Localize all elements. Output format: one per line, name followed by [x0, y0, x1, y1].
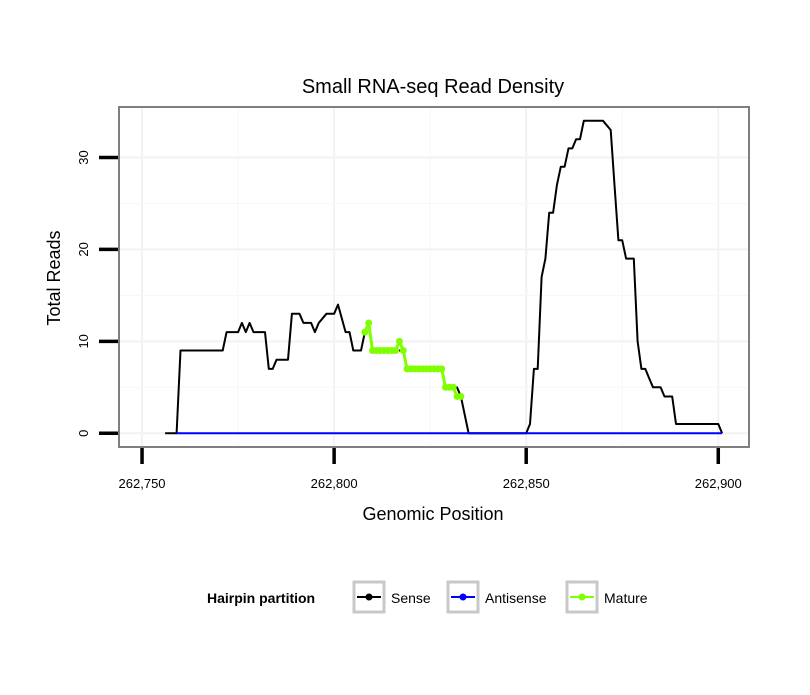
series-line-sense — [165, 119, 724, 435]
x-tick-label: 262,850 — [503, 476, 550, 491]
series-point-mature — [457, 392, 465, 400]
plot-area — [118, 106, 750, 448]
y-tick-label: 0 — [76, 430, 91, 437]
axes: 262,750 262,800 262,850 262,900 0 10 20 30 — [76, 150, 742, 491]
series-point-mature — [361, 328, 369, 336]
series-point-mature — [365, 319, 373, 327]
chart-title: Small RNA-seq Read Density — [302, 76, 564, 98]
y-tick-label: 20 — [76, 242, 91, 256]
series-point-mature — [449, 383, 457, 391]
legend-key-point-mature — [578, 593, 586, 601]
legend-label-mature: Mature — [604, 590, 648, 606]
series-point-mature — [438, 365, 446, 373]
legend-key-point-antisense — [459, 593, 467, 601]
y-tick-label: 30 — [76, 150, 91, 164]
plot-background — [119, 107, 749, 447]
series-point-mature — [399, 347, 407, 355]
legend: Hairpin partition Sense Antisense Mature — [207, 580, 648, 614]
legend-label-sense: Sense — [391, 590, 431, 606]
x-tick-label: 262,800 — [311, 476, 358, 491]
y-axis-label: Total Reads — [44, 230, 64, 325]
x-tick-label: 262,900 — [695, 476, 742, 491]
series-point-mature — [395, 337, 403, 345]
plot-border — [118, 106, 750, 448]
legend-title: Hairpin partition — [207, 590, 315, 606]
y-tick-label: 10 — [76, 334, 91, 348]
series-layer — [165, 119, 724, 435]
x-tick-label: 262,750 — [119, 476, 166, 491]
legend-key-point-sense — [365, 593, 373, 601]
series-point-mature — [392, 347, 400, 355]
x-axis-label: Genomic Position — [362, 504, 503, 524]
legend-label-antisense: Antisense — [485, 590, 547, 606]
